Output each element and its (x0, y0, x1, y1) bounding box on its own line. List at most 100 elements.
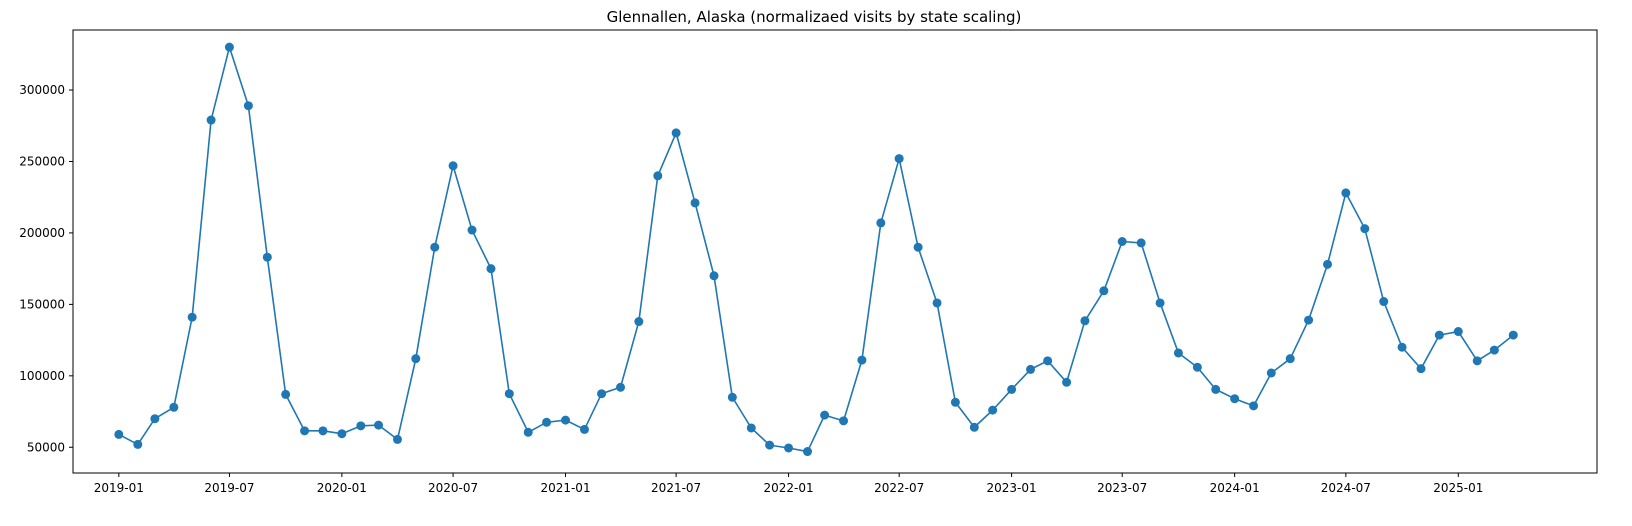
x-tick-label: 2020-07 (428, 481, 478, 495)
data-point (392, 434, 402, 444)
x-tick-label: 2021-07 (651, 481, 701, 495)
x-tick-label: 2022-01 (763, 481, 813, 495)
data-point (356, 421, 366, 431)
data-point (1304, 315, 1314, 325)
data-series (114, 42, 1518, 457)
x-tick-label: 2022-07 (874, 481, 924, 495)
data-point (597, 389, 607, 399)
data-point (765, 440, 775, 450)
data-point (616, 382, 626, 392)
chart-title: Glennallen, Alaska (normalizaed visits b… (607, 8, 1022, 26)
data-point (542, 417, 552, 427)
data-point (281, 389, 291, 399)
data-point (1397, 342, 1407, 352)
data-point (374, 420, 384, 430)
data-point (243, 101, 253, 111)
data-point (1249, 401, 1259, 411)
data-point (1360, 224, 1370, 234)
data-point (839, 416, 849, 426)
y-tick-label: 300000 (19, 83, 65, 97)
x-tick-label: 2024-07 (1321, 481, 1371, 495)
data-point (894, 154, 904, 164)
x-tick-label: 2024-01 (1210, 481, 1260, 495)
data-point (448, 161, 458, 171)
data-point (114, 429, 124, 439)
x-tick-label: 2019-07 (204, 481, 254, 495)
data-point (1155, 298, 1165, 308)
data-point (1007, 384, 1017, 394)
data-point (727, 392, 737, 402)
data-point (1453, 327, 1463, 337)
data-point (1230, 394, 1240, 404)
data-point (486, 264, 496, 274)
data-point (1026, 364, 1036, 374)
data-point (913, 242, 923, 252)
data-point (1341, 188, 1351, 198)
data-point (1266, 368, 1276, 378)
data-point (671, 128, 681, 138)
data-point (579, 424, 589, 434)
data-point (1136, 238, 1146, 248)
data-point (133, 439, 143, 449)
y-axis: 50000 100000 150000 200000 250000 300000 (19, 83, 73, 454)
data-point (1117, 237, 1127, 246)
x-tick-label: 2025-01 (1433, 481, 1483, 495)
data-point (1323, 259, 1333, 269)
data-point (430, 242, 440, 252)
data-point (1285, 354, 1295, 364)
x-tick-label: 2019-01 (94, 481, 144, 495)
data-point (337, 429, 347, 439)
data-point (857, 355, 867, 365)
data-point (169, 402, 179, 412)
data-point (820, 410, 830, 420)
data-point (690, 198, 700, 208)
data-point (1080, 316, 1090, 326)
data-point (150, 414, 160, 424)
data-point (206, 115, 216, 125)
data-point (1434, 330, 1444, 340)
data-point (988, 405, 998, 415)
data-point (504, 389, 514, 399)
y-tick-label: 150000 (19, 297, 65, 311)
data-point (262, 252, 272, 262)
data-point (523, 427, 533, 437)
data-point (224, 42, 234, 52)
x-axis: 2019-01 2019-07 2020-01 2020-07 2021-01 2021-… (94, 473, 1483, 495)
data-point (969, 422, 979, 432)
data-point (803, 447, 812, 457)
plot-area-frame (72, 29, 1598, 474)
data-point (1489, 345, 1499, 355)
data-point (467, 225, 477, 235)
data-point (950, 397, 960, 407)
data-point (634, 317, 644, 327)
y-tick-label: 50000 (27, 440, 65, 454)
x-tick-label: 2021-01 (540, 481, 590, 495)
data-point (1416, 364, 1426, 374)
data-point (411, 354, 421, 364)
data-point (1508, 330, 1518, 340)
y-tick-label: 200000 (19, 226, 65, 240)
data-point (1379, 297, 1389, 307)
data-point (300, 426, 310, 436)
data-point (561, 415, 571, 425)
data-point (1211, 384, 1221, 394)
data-point (932, 298, 942, 308)
data-point (784, 443, 794, 453)
x-tick-label: 2023-01 (987, 481, 1037, 495)
data-point (318, 426, 328, 436)
series-line (118, 46, 1514, 453)
x-tick-label: 2020-01 (317, 481, 367, 495)
data-point (876, 218, 886, 228)
data-point (1192, 362, 1202, 372)
x-tick-label: 2023-07 (1097, 481, 1147, 495)
data-point (709, 271, 719, 281)
data-point (653, 171, 663, 181)
data-point (1173, 348, 1183, 358)
data-point (187, 312, 197, 322)
data-point (746, 423, 756, 433)
y-tick-label: 250000 (19, 154, 65, 168)
data-point (1043, 356, 1053, 366)
data-point (1062, 377, 1072, 387)
data-point (1099, 286, 1109, 296)
